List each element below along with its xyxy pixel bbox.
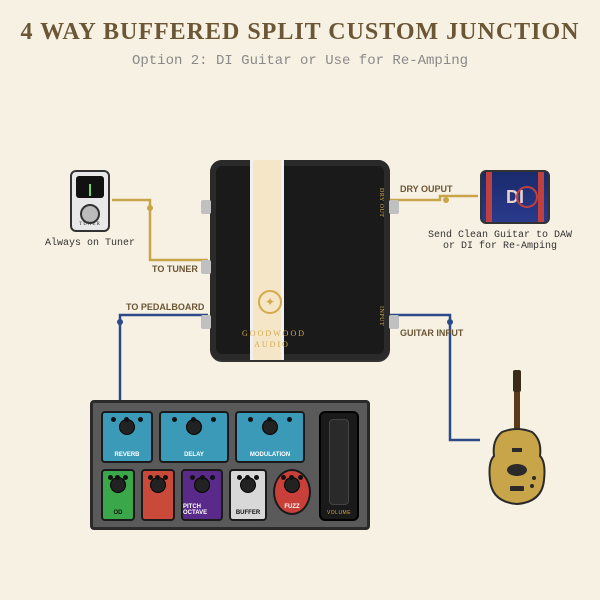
di-ring-icon [516, 186, 538, 208]
brand-line2: AUDIO [254, 340, 290, 349]
jack-right-2 [389, 315, 399, 329]
pedal-label: MODULATION [250, 452, 290, 458]
jack-left-1 [201, 200, 211, 214]
di-caption: Send Clean Guitar to DAW or DI for Re-Am… [420, 230, 580, 252]
brand-logo-icon: ✦ [258, 290, 282, 314]
junction-box: ✦ GOODWOOD AUDIO DRY OUT INPUT [210, 160, 390, 360]
pedal-pitch-octave: PITCH OCTAVE [181, 469, 223, 521]
route-label-guitar: GUITAR INPUT [400, 328, 463, 338]
pedal-row-1: REVERB DELAY MODULATION [101, 411, 311, 463]
tuner-face-label: TUNER [72, 222, 108, 227]
pedal-delay: DELAY [159, 411, 229, 463]
jack-left-3 [201, 315, 211, 329]
di-box: DI [480, 170, 550, 224]
pedal-label: FUZZ [284, 504, 299, 510]
tuner-screen [76, 176, 104, 198]
pedal-od: OD [101, 469, 135, 521]
expression-label: VOLUME [321, 510, 357, 516]
pedal-blank [141, 469, 175, 521]
guitar-icon [482, 370, 552, 510]
pedal-reverb: REVERB [101, 411, 153, 463]
pedal-modulation: MODULATION [235, 411, 305, 463]
pedal-label: DELAY [184, 452, 204, 458]
pedal-label: PITCH OCTAVE [183, 504, 221, 516]
route-label-tuner: TO TUNER [152, 264, 198, 274]
port-label-input: INPUT [378, 306, 384, 326]
pedalboard: REVERB DELAY MODULATION OD PITCH OCTAVE BUFF… [90, 400, 370, 530]
pedal-label: REVERB [114, 452, 139, 458]
pedal-label: OD [114, 510, 123, 516]
pedal-buffer: BUFFER [229, 469, 267, 521]
port-label-dryout: DRY OUT [378, 188, 384, 217]
tuner-pedal: TUNER [70, 170, 110, 232]
route-label-pedalboard: TO PEDALBOARD [126, 302, 204, 312]
pedal-fuzz: FUZZ [273, 469, 311, 515]
jack-left-2 [201, 260, 211, 274]
pedal-row-2: OD PITCH OCTAVE BUFFER FUZZ [101, 469, 311, 521]
expression-pedal: VOLUME [319, 411, 359, 521]
route-label-dry: DRY OUPUT [400, 184, 453, 194]
tuner-caption: Always on Tuner [40, 238, 140, 249]
jack-right-1 [389, 200, 399, 214]
brand-label: GOODWOOD AUDIO [242, 329, 302, 350]
brand-line1: GOODWOOD [242, 329, 306, 338]
diagram-stage: DRY OUPUT TO TUNER TO PEDALBOARD GUITAR … [0, 0, 600, 600]
tuner-footswitch [80, 204, 100, 224]
pedal-label: BUFFER [236, 510, 260, 516]
